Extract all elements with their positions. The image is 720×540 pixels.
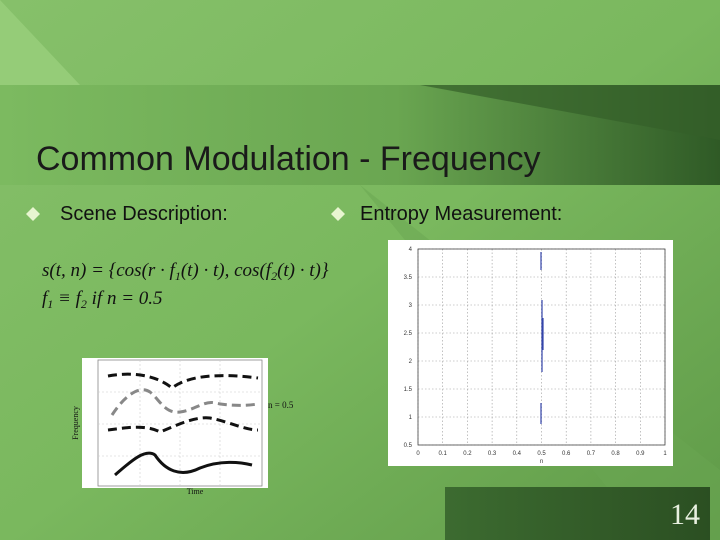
decor: [420, 85, 720, 140]
entropy-trace: [540, 252, 544, 424]
number-box: [445, 487, 710, 540]
title: Common Modulation - Frequency: [36, 140, 541, 178]
y-tick-label: 1: [409, 415, 413, 421]
sketch-panel: [82, 358, 268, 488]
bullet: Entropy Measurement:: [360, 203, 562, 225]
bullet: Scene Description:: [60, 203, 228, 225]
x-tick-label: 0.7: [587, 451, 596, 457]
x-tick-label: 0.2: [463, 451, 472, 457]
bullet-icon: [26, 207, 40, 221]
y-tick-label: 1.5: [404, 387, 413, 393]
formula: f1 ≡ f2 if n = 0.5: [42, 288, 163, 311]
axis-label: Frequency: [71, 406, 80, 440]
sketch-curves: [107, 372, 259, 477]
x-tick-label: 0.5: [537, 451, 546, 457]
x-tick-label: 0.3: [488, 451, 497, 457]
x-tick-label: 0.9: [636, 451, 645, 457]
slide-number: 14: [670, 498, 700, 531]
formula: s(t, n) = {cos(r · f1(t) · t), cos(f2(t)…: [42, 260, 329, 283]
decor: [0, 0, 80, 85]
y-tick-label: 0.5: [404, 443, 413, 449]
annotation: n = 0.5: [268, 400, 294, 410]
y-tick-label: 4: [409, 247, 413, 253]
x-tick-label: 1: [663, 451, 667, 457]
y-tick-label: 2: [409, 359, 413, 365]
axis-label: Time: [187, 487, 204, 496]
axis-label: n: [540, 459, 543, 465]
y-tick-label: 3: [409, 303, 413, 309]
x-tick-label: 0: [416, 451, 420, 457]
bullet-icon: [331, 207, 345, 221]
x-tick-label: 0.1: [439, 451, 448, 457]
y-tick-label: 2.5: [404, 331, 413, 337]
x-tick-label: 0.6: [562, 451, 571, 457]
y-tick-label: 3.5: [404, 275, 413, 281]
plot-frame: [417, 248, 666, 446]
plot-panel: [388, 240, 673, 466]
x-tick-label: 0.4: [513, 451, 522, 457]
x-tick-label: 0.8: [611, 451, 620, 457]
